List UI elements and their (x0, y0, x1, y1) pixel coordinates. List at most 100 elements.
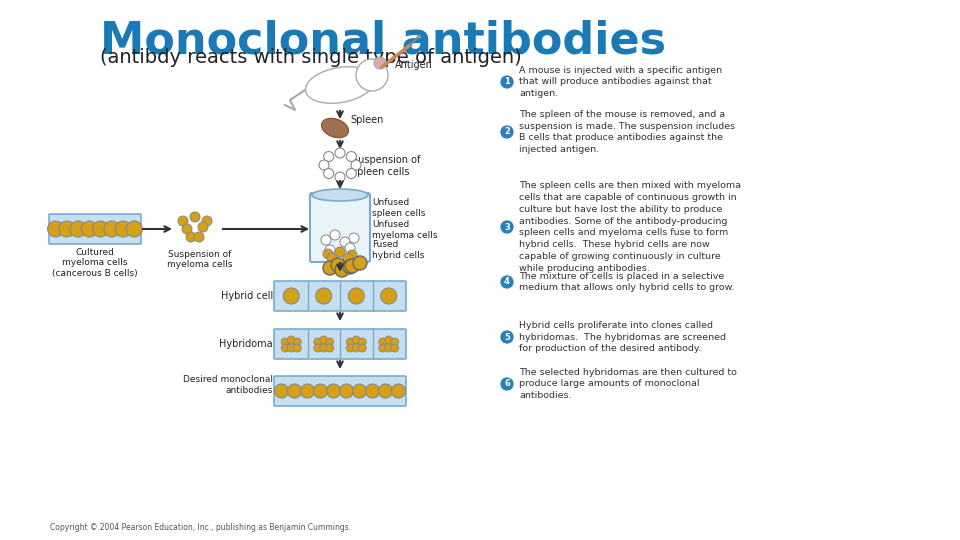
Circle shape (287, 344, 296, 352)
Circle shape (182, 224, 192, 234)
Text: Unfused
myeloma cells: Unfused myeloma cells (372, 220, 438, 240)
Text: 2: 2 (504, 127, 510, 137)
Circle shape (324, 152, 334, 161)
Circle shape (500, 377, 514, 391)
Circle shape (500, 220, 514, 234)
Circle shape (325, 338, 334, 346)
Circle shape (392, 384, 405, 398)
Circle shape (366, 384, 379, 398)
Circle shape (325, 344, 334, 352)
Circle shape (335, 247, 345, 257)
Circle shape (352, 336, 360, 344)
Circle shape (358, 338, 367, 346)
Circle shape (115, 221, 132, 237)
Circle shape (281, 338, 289, 346)
Text: Hybrid cell: Hybrid cell (221, 291, 273, 301)
Circle shape (320, 336, 327, 344)
Text: Hybridoma: Hybridoma (220, 339, 273, 349)
FancyBboxPatch shape (310, 193, 370, 262)
Circle shape (48, 221, 63, 237)
Circle shape (381, 288, 396, 304)
Circle shape (275, 384, 289, 398)
Circle shape (293, 344, 301, 352)
Circle shape (349, 233, 359, 243)
Text: Spleen: Spleen (350, 115, 383, 125)
Circle shape (347, 250, 357, 260)
Circle shape (326, 384, 341, 398)
Circle shape (345, 243, 355, 253)
Circle shape (335, 263, 349, 277)
Text: Fused
hybrid cells: Fused hybrid cells (372, 240, 424, 260)
Circle shape (353, 256, 367, 270)
Circle shape (330, 230, 340, 240)
Text: The mixture of cells is placed in a selective
medium that allows only hybrid cel: The mixture of cells is placed in a sele… (519, 272, 734, 292)
Circle shape (385, 344, 393, 352)
Circle shape (287, 336, 296, 344)
Text: Copyright © 2004 Pearson Education, Inc., publishing as Benjamin Cummings.: Copyright © 2004 Pearson Education, Inc.… (50, 523, 351, 532)
Circle shape (314, 384, 327, 398)
Text: 4: 4 (504, 278, 510, 287)
Circle shape (178, 216, 188, 226)
Text: 6: 6 (504, 380, 510, 388)
Circle shape (293, 338, 301, 346)
Circle shape (391, 344, 398, 352)
Circle shape (92, 221, 108, 237)
Circle shape (104, 221, 120, 237)
Circle shape (59, 221, 75, 237)
Circle shape (325, 245, 335, 255)
Circle shape (391, 338, 398, 346)
Text: Antigen: Antigen (395, 60, 433, 70)
Circle shape (314, 338, 322, 346)
FancyBboxPatch shape (49, 214, 141, 244)
Circle shape (194, 232, 204, 242)
Circle shape (348, 288, 364, 304)
Text: The spleen of the mouse is removed, and a
suspension is made. The suspension inc: The spleen of the mouse is removed, and … (519, 110, 735, 154)
Circle shape (82, 221, 97, 237)
Circle shape (500, 75, 514, 89)
Text: (antibdy reacts with single type of antigen): (antibdy reacts with single type of anti… (100, 48, 521, 67)
Circle shape (319, 160, 329, 170)
Circle shape (347, 152, 356, 161)
FancyBboxPatch shape (274, 281, 406, 311)
Circle shape (287, 384, 301, 398)
Circle shape (202, 216, 212, 226)
Circle shape (335, 172, 345, 182)
Ellipse shape (322, 118, 348, 138)
Text: A mouse is injected with a specific antigen
that will produce antibodies against: A mouse is injected with a specific anti… (519, 66, 722, 98)
Circle shape (358, 344, 367, 352)
Text: Desired monoclonal
antibodies: Desired monoclonal antibodies (183, 375, 273, 395)
Circle shape (323, 261, 337, 275)
Circle shape (385, 336, 393, 344)
Circle shape (343, 260, 357, 274)
Circle shape (379, 344, 387, 352)
Circle shape (335, 148, 345, 158)
Text: 1: 1 (504, 78, 510, 86)
FancyBboxPatch shape (274, 376, 406, 406)
Text: Unfused
spleen cells: Unfused spleen cells (372, 198, 425, 218)
Circle shape (320, 344, 327, 352)
Text: Hybrid cells proliferate into clones called
hybridomas.  The hybridomas are scre: Hybrid cells proliferate into clones cal… (519, 321, 726, 353)
Text: 5: 5 (504, 333, 510, 341)
Text: The selected hybridomas are then cultured to
produce large amounts of monoclonal: The selected hybridomas are then culture… (519, 368, 737, 400)
Circle shape (321, 235, 331, 245)
Circle shape (283, 288, 300, 304)
Circle shape (379, 338, 387, 346)
Circle shape (374, 57, 386, 69)
Text: Suspension of
myeloma cells: Suspension of myeloma cells (167, 250, 232, 269)
Circle shape (351, 160, 361, 170)
Ellipse shape (312, 189, 368, 201)
Circle shape (316, 288, 332, 304)
Circle shape (281, 344, 289, 352)
Circle shape (190, 212, 200, 222)
Circle shape (347, 338, 354, 346)
Circle shape (347, 168, 356, 179)
Circle shape (327, 253, 337, 263)
FancyBboxPatch shape (274, 329, 406, 359)
Circle shape (340, 237, 350, 247)
Circle shape (500, 275, 514, 289)
Circle shape (500, 330, 514, 344)
Circle shape (343, 253, 353, 263)
Circle shape (340, 384, 353, 398)
Circle shape (352, 344, 360, 352)
Circle shape (347, 344, 354, 352)
